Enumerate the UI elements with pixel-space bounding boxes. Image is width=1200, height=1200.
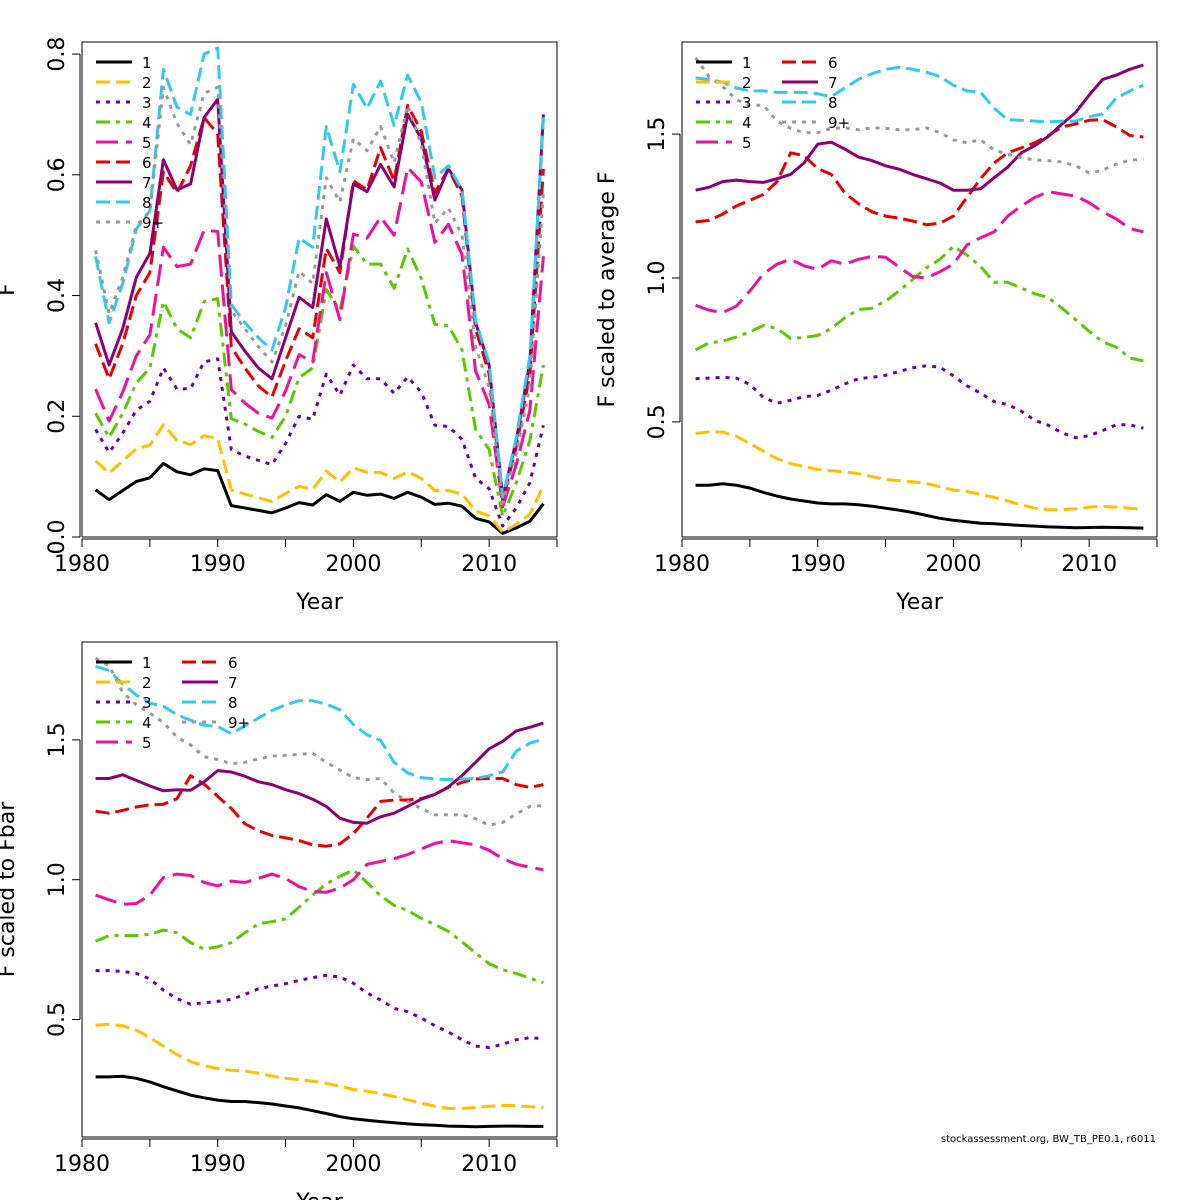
legend-label: 7 <box>228 674 238 692</box>
y-tick-label: 0.2 <box>45 399 70 434</box>
series-line-4 <box>94 244 545 518</box>
legend-label: 9+ <box>828 114 850 132</box>
panel-f-scaled-to-fbar: 1980 1990 2000 2010 0.5 1.0 1.5 Year F scaled to… <box>0 641 558 1200</box>
series-line-8 <box>95 665 544 782</box>
plot-frame <box>81 41 558 538</box>
series-line-7 <box>695 63 1144 192</box>
series-line-1 <box>94 461 545 535</box>
series-line-5 <box>95 839 544 906</box>
panel-f-scaled-to-average: 1980 1990 2000 2010 0.5 1.0 1.5 Year F scaled to… <box>595 41 1158 615</box>
legend-label: 6 <box>228 654 238 672</box>
x-tick-label: 1990 <box>190 552 246 577</box>
legend: 1 2 3 4 5 6 7 8 9+ <box>696 54 850 152</box>
series-line-5 <box>94 166 545 509</box>
legend-label: 4 <box>742 114 752 132</box>
legend-label: 1 <box>742 54 752 72</box>
y-tick-label: 1.0 <box>45 862 70 897</box>
legend-label: 4 <box>142 714 152 732</box>
x-tick-label: 1990 <box>790 552 846 577</box>
series-line-3 <box>95 969 544 1049</box>
series-line-8 <box>94 46 545 499</box>
x-tick-label: 2000 <box>925 552 981 577</box>
series-line-9plus <box>94 85 545 505</box>
x-tick-label: 1980 <box>54 552 110 577</box>
x-tick-label: 2000 <box>325 1152 381 1177</box>
legend-label: 7 <box>828 74 838 92</box>
legend-label: 8 <box>142 194 152 212</box>
legend-label: 5 <box>142 134 152 152</box>
series-line-6 <box>695 118 1144 227</box>
x-tick-label: 2010 <box>461 552 517 577</box>
legend-label: 3 <box>142 694 152 712</box>
legend-label: 3 <box>142 94 152 112</box>
y-tick-label: 0.8 <box>45 37 70 72</box>
y-tick-label: 1.5 <box>45 722 70 757</box>
series-line-6 <box>95 774 544 848</box>
y-tick-label: 0.0 <box>45 520 70 555</box>
y-axis-label: F <box>0 283 20 296</box>
legend-label: 2 <box>142 74 152 92</box>
series-lines <box>694 56 1144 530</box>
y-tick-label: 1.5 <box>645 117 670 152</box>
legend-label: 2 <box>142 674 152 692</box>
series-line-3 <box>94 357 545 528</box>
y-tick-label: 0.6 <box>45 157 70 192</box>
x-axis-label: Year <box>895 590 944 615</box>
legend-label: 8 <box>228 694 238 712</box>
legend-label: 1 <box>142 654 152 672</box>
series-line-9plus <box>94 656 544 827</box>
y-tick-label: 0.4 <box>45 278 70 313</box>
x-tick-label: 1980 <box>54 1152 110 1177</box>
series-line-2 <box>695 430 1144 512</box>
x-tick-label: 2010 <box>1061 552 1117 577</box>
x-tick-label: 2010 <box>461 1152 517 1177</box>
x-tick-label: 1990 <box>190 1152 246 1177</box>
legend: 1 2 3 4 5 6 7 8 9+ <box>96 54 164 232</box>
x-tick-label: 2000 <box>325 552 381 577</box>
y-axis-label: F scaled to average F <box>595 171 620 407</box>
legend-label: 9+ <box>228 714 250 732</box>
y-axis-label: F scaled to Fbar <box>0 801 20 977</box>
legend-label: 8 <box>828 94 838 112</box>
legend-label: 7 <box>142 174 152 192</box>
legend-label: 3 <box>742 94 752 112</box>
x-axis-label: Year <box>295 1190 344 1200</box>
series-line-4 <box>694 244 1144 363</box>
series-lines <box>94 656 544 1129</box>
series-line-3 <box>695 364 1144 440</box>
series-line-2 <box>94 423 545 534</box>
plot-frame <box>681 41 1158 538</box>
series-line-1 <box>95 1074 544 1129</box>
legend-label: 9+ <box>142 214 164 232</box>
series-line-5 <box>695 190 1144 314</box>
series-lines <box>94 46 545 535</box>
series-line-9plus <box>694 56 1144 175</box>
y-tick-label: 1.0 <box>645 260 670 295</box>
series-line-2 <box>95 1022 544 1110</box>
y-tick-label: 0.5 <box>45 1002 70 1037</box>
y-tick-label: 0.5 <box>645 404 670 439</box>
x-axis-label: Year <box>295 590 344 615</box>
footer-text: stockassessment.org, BW_TB_PE0.1, r6011 <box>941 1134 1156 1145</box>
plot-frame <box>81 641 558 1138</box>
x-tick-label: 1980 <box>654 552 710 577</box>
legend-label: 6 <box>828 54 838 72</box>
legend: 1 2 3 4 5 6 7 8 9+ <box>96 654 250 752</box>
panel-f-by-age: 1980 1990 2000 2010 0.0 0.2 0.4 0.6 0.8 Year F 1 2 3 4… <box>0 37 558 615</box>
series-line-7 <box>95 721 544 825</box>
legend-label: 4 <box>142 114 152 132</box>
series-line-8 <box>695 65 1144 124</box>
legend-label: 5 <box>742 134 752 152</box>
legend-label: 1 <box>142 54 152 72</box>
legend-label: 5 <box>142 734 152 752</box>
series-line-4 <box>95 868 544 985</box>
legend-label: 6 <box>142 154 152 172</box>
legend-label: 2 <box>742 74 752 92</box>
series-line-1 <box>695 482 1144 530</box>
